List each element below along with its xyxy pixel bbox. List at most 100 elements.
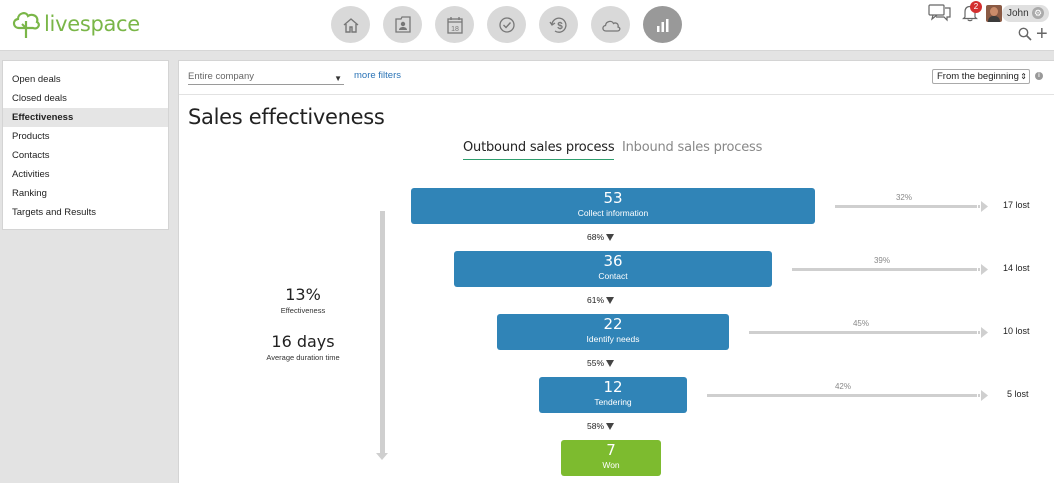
loss-bar [835, 205, 975, 208]
page-title: Sales effectiveness [188, 105, 385, 129]
down-arrow-icon [606, 423, 615, 430]
sidebar-item-open-deals[interactable]: Open deals [12, 74, 61, 85]
top-bar: livespace 18 $ 2 John [0, 0, 1054, 51]
funnel-stage-contact[interactable]: 36 Contact [454, 251, 772, 287]
chevron-down-icon: ▼ [334, 74, 342, 83]
loss-arrow-icon [975, 201, 988, 212]
calendar-icon: 18 [446, 16, 463, 34]
contacts-icon [394, 16, 411, 33]
reports-sidebar: Open deals Closed deals Effectiveness Pr… [2, 60, 169, 230]
effectiveness-label: Effectiveness [280, 306, 326, 315]
down-arrow-icon [606, 234, 615, 241]
conversion-rate: 55% [587, 358, 615, 368]
cloud-icon [601, 20, 620, 32]
conversion-rate-value: 55% [587, 358, 605, 368]
lost-count: 10 lost [1003, 326, 1030, 336]
deals-money-icon: $ [548, 17, 567, 33]
funnel-stage-collect-information[interactable]: 53 Collect information [411, 188, 815, 224]
period-select[interactable]: From the beginning ⇕ [932, 69, 1030, 84]
loss-percentage: 39% [873, 256, 890, 265]
messages-button[interactable] [928, 4, 952, 27]
sidebar-item-targets-and-results[interactable]: Targets and Results [12, 207, 96, 218]
stage-count: 53 [603, 189, 623, 207]
funnel-timeline-line [380, 211, 385, 454]
loss-bar [707, 394, 975, 397]
loss-arrow-icon [975, 264, 988, 275]
nav-contacts-button[interactable] [383, 6, 422, 43]
sidebar-item-activities[interactable]: Activities [12, 169, 50, 180]
loss-arrow-icon [975, 390, 988, 401]
search-icon [1018, 27, 1032, 41]
funnel-stage-tendering[interactable]: 12 Tendering [539, 377, 687, 413]
conversion-rate-value: 68% [587, 232, 605, 242]
stage-count: 12 [603, 378, 623, 396]
gear-icon[interactable]: ⚙ [1032, 7, 1044, 19]
loss-arrow-icon [975, 327, 988, 338]
stage-label: Identify needs [586, 334, 640, 344]
sidebar-item-effectiveness[interactable]: Effectiveness [3, 108, 168, 127]
tasks-check-icon [498, 16, 515, 33]
nav-tasks-button[interactable] [487, 6, 526, 43]
tree-logo-icon [12, 12, 40, 38]
nav-deals-button[interactable]: $ [539, 6, 578, 43]
conversion-rate: 61% [587, 295, 615, 305]
sidebar-item-contacts[interactable]: Contacts [12, 150, 50, 161]
info-icon[interactable]: i [1035, 72, 1043, 80]
updown-caret-icon: ⇕ [1020, 72, 1027, 81]
tab-outbound-sales-process[interactable]: Outbound sales process [463, 140, 615, 160]
effectiveness-value: 13% [285, 285, 321, 304]
period-select-value: From the beginning [937, 71, 1019, 82]
main-navigation: 18 $ [331, 6, 695, 43]
tab-inbound-sales-process[interactable]: Inbound sales process [622, 140, 763, 155]
lost-count: 17 lost [1003, 200, 1030, 210]
conversion-rate: 58% [587, 421, 615, 431]
loss-percentage: 32% [895, 193, 912, 202]
stage-count: 22 [603, 315, 623, 333]
lost-count: 5 lost [1007, 389, 1029, 399]
company-select[interactable]: Entire company ▼ [188, 70, 344, 85]
filter-bar: Entire company ▼ more filters From the b… [179, 61, 1054, 95]
avatar[interactable] [986, 5, 1002, 22]
svg-text:$: $ [557, 21, 563, 32]
reports-chart-icon [656, 18, 668, 32]
nav-calendar-button[interactable]: 18 [435, 6, 474, 43]
sidebar-item-products[interactable]: Products [12, 131, 50, 142]
down-arrow-icon [606, 360, 615, 367]
add-new-button[interactable]: + [1036, 23, 1048, 45]
conversion-rate-value: 61% [587, 295, 605, 305]
sidebar-item-ranking[interactable]: Ranking [12, 188, 47, 199]
livespace-logo[interactable]: livespace [10, 8, 140, 40]
loss-bar [749, 331, 975, 334]
loss-bar [792, 268, 975, 271]
home-icon [343, 17, 358, 33]
down-arrow-icon [606, 297, 615, 304]
conversion-rate: 68% [587, 232, 615, 242]
stage-label: Contact [598, 271, 628, 281]
stage-count: 7 [606, 441, 616, 459]
app-name: livespace [44, 12, 140, 36]
stage-label: Tendering [594, 397, 632, 407]
timeline-arrow-icon [376, 453, 388, 460]
funnel-stage-identify-needs[interactable]: 22 Identify needs [497, 314, 729, 350]
main-panel: Entire company ▼ more filters From the b… [178, 60, 1054, 483]
top-right-tools: 2 John ⚙ + [914, 0, 1054, 51]
funnel-stage-won[interactable]: 7 Won [561, 440, 661, 476]
nav-home-button[interactable] [331, 6, 370, 43]
duration-label: Average duration time [266, 353, 340, 362]
company-select-value: Entire company [188, 71, 255, 82]
stage-count: 36 [603, 252, 623, 270]
nav-reports-button[interactable] [643, 6, 682, 43]
conversion-rate-value: 58% [587, 421, 605, 431]
search-button[interactable] [1018, 27, 1032, 46]
duration-value: 16 days [271, 332, 335, 351]
chat-bubbles-icon [928, 4, 951, 22]
sidebar-item-closed-deals[interactable]: Closed deals [12, 93, 67, 104]
notification-count-badge: 2 [970, 1, 982, 13]
stage-label: Collect information [577, 208, 649, 218]
loss-percentage: 42% [834, 382, 851, 391]
nav-cloud-button[interactable] [591, 6, 630, 43]
svg-text:18: 18 [451, 26, 459, 33]
loss-percentage: 45% [852, 319, 869, 328]
more-filters-link[interactable]: more filters [354, 70, 401, 81]
lost-count: 14 lost [1003, 263, 1030, 273]
